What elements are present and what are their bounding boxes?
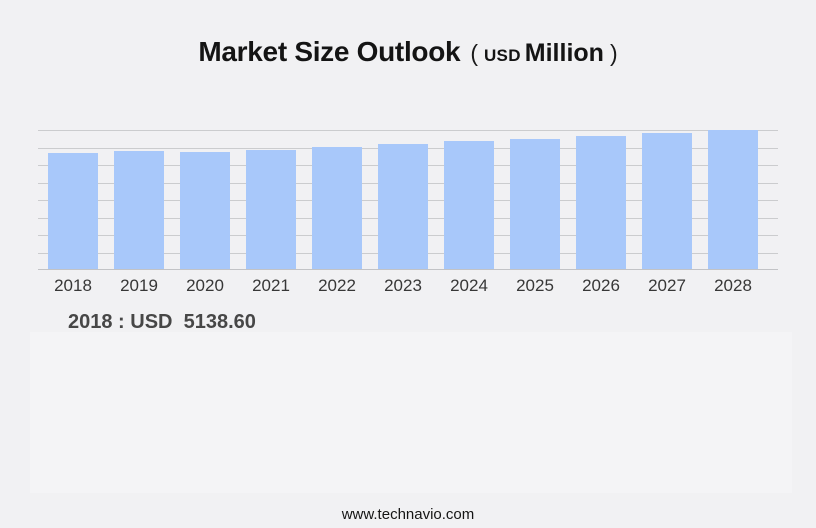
title-currency: USD [483, 46, 521, 65]
x-tick-label-2027: 2027 [648, 276, 686, 295]
website-url: www.technavio.com [341, 506, 475, 523]
bar-2028 [708, 130, 758, 270]
bar-2026 [576, 135, 626, 270]
bar-2022 [312, 146, 362, 270]
title-main: Market Size Outlook [198, 36, 461, 67]
x-tick-label-2021: 2021 [252, 276, 290, 295]
x-tick-label-2025: 2025 [516, 276, 554, 295]
x-axis-labels: 2018 2019 2020 2021 2022 2023 2024 2025 2026 2027… [38, 276, 778, 296]
x-tick-label-2019: 2019 [120, 276, 158, 295]
bar-2021 [246, 149, 296, 270]
bar-2020 [180, 151, 230, 270]
bar-2024 [444, 141, 494, 270]
base-year-value: 2018 : USD 5138.60 [68, 311, 256, 333]
x-tick-label-2022: 2022 [318, 276, 356, 295]
stats-panel: 2.02% 2024 Year-over-Year [30, 332, 792, 493]
chart-title: Market Size Outlook ( USD Million) [0, 36, 816, 68]
bar-2023 [378, 143, 428, 270]
plot-area [38, 118, 778, 270]
x-tick-label-2028: 2028 [714, 276, 752, 295]
x-tick-label-2018: 2018 [54, 276, 92, 295]
bar-2027 [642, 132, 692, 270]
title-unit: Million [524, 39, 604, 67]
title-open-paren: ( [470, 40, 478, 66]
x-tick-label-2024: 2024 [450, 276, 488, 295]
title-close-paren: ) [609, 40, 618, 66]
x-tick-label-2020: 2020 [186, 276, 224, 295]
bar-2018 [48, 153, 98, 270]
x-tick-label-2023: 2023 [384, 276, 422, 295]
bar-2025 [510, 138, 560, 270]
gridline [38, 130, 778, 131]
bar-2019 [114, 150, 164, 270]
x-axis-line [38, 269, 778, 270]
x-tick-label-2026: 2026 [582, 276, 620, 295]
